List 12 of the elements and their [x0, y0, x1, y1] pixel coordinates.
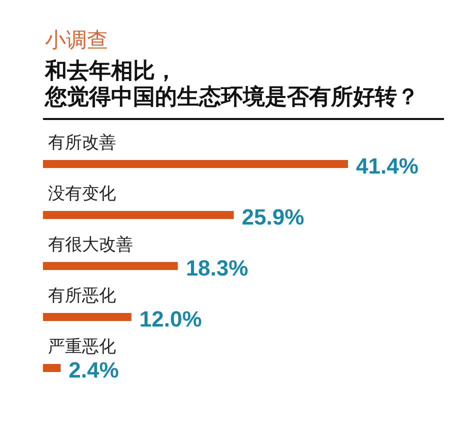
value-label: 41.4%	[356, 154, 418, 178]
category-label: 有所改善	[48, 133, 116, 153]
value-label: 25.9%	[242, 204, 304, 230]
value-label: 18.3%	[186, 256, 248, 280]
category-label: 没有变化	[48, 184, 116, 204]
value-label: 12.0%	[139, 306, 202, 332]
category-label: 有所恶化	[48, 286, 116, 306]
subtitle: 和去年相比，您觉得中国的生态环境是否有所好转？	[45, 59, 419, 111]
value-label: 2.4%	[68, 358, 119, 382]
category-label: 严重恶化	[48, 337, 116, 357]
title: 小调查	[45, 27, 108, 53]
category-label: 有很大改善	[48, 235, 133, 255]
